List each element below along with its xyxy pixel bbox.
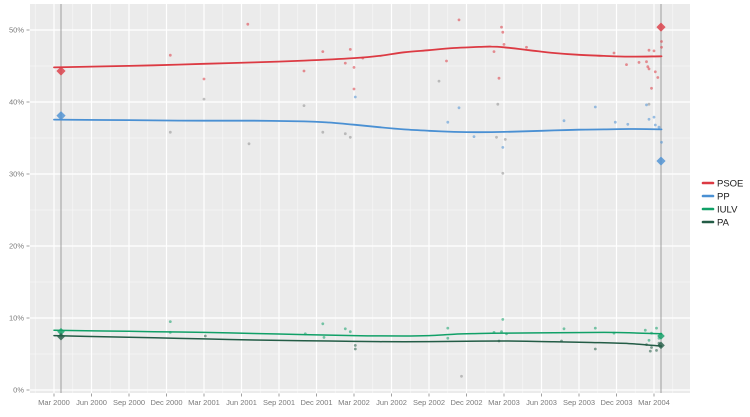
legend-item-pp: PP xyxy=(701,191,730,202)
x-tick-label: Sep 2003 xyxy=(563,398,595,407)
poll-points-pp xyxy=(353,95,663,149)
x-tick-label: Mar 2001 xyxy=(188,398,220,407)
x-tick-label: Mar 2000 xyxy=(38,398,70,407)
legend-item-psoe: PSOE xyxy=(701,178,743,189)
poll-points-other xyxy=(168,79,651,378)
y-tick-label: 20% xyxy=(9,242,24,251)
election-diamond-iulv xyxy=(657,332,665,340)
legend-label-pa: PA xyxy=(717,217,730,228)
trend-line-iulv xyxy=(53,329,663,337)
x-tick-label: Jun 2001 xyxy=(226,398,257,407)
election-diamond-iulv xyxy=(57,327,65,336)
y-tick-label: 0% xyxy=(13,386,24,395)
y-axis: 0% 10% 20% 30% 40% 50% xyxy=(9,26,30,395)
poll-points-psoe xyxy=(168,18,663,91)
plot-background xyxy=(30,4,690,393)
election-diamond-pp xyxy=(656,156,666,166)
y-tick-label: 10% xyxy=(9,314,24,323)
x-tick-label: Mar 2002 xyxy=(338,398,370,407)
y-tick-label: 50% xyxy=(9,26,24,35)
x-tick-label: Sep 2000 xyxy=(113,398,145,407)
election-result-markers xyxy=(56,22,666,350)
x-tick-label: Jun 2003 xyxy=(526,398,557,407)
trend-line-pa xyxy=(53,334,663,347)
x-tick-label: Dec 2003 xyxy=(600,398,632,407)
x-tick-label: Dec 2001 xyxy=(300,398,332,407)
x-tick-label: Dec 2002 xyxy=(450,398,482,407)
x-tick-label: Sep 2002 xyxy=(413,398,445,407)
x-tick-label: Dec 2000 xyxy=(150,398,182,407)
legend-item-pa: PA xyxy=(701,217,730,228)
legend-label-iulv: IULV xyxy=(717,204,738,215)
x-tick-label: Mar 2003 xyxy=(488,398,520,407)
election-diamond-pa xyxy=(57,332,65,341)
x-axis: Mar 2000 Jun 2000 Sep 2000 Dec 2000 Mar 2001… xyxy=(38,393,670,407)
legend-item-iulv: IULV xyxy=(701,204,738,215)
election-diamond-psoe xyxy=(56,66,66,76)
x-tick-label: Jun 2000 xyxy=(76,398,107,407)
x-tick-label: Mar 2004 xyxy=(638,398,670,407)
election-diamond-psoe xyxy=(656,22,666,32)
x-tick-label: Jun 2002 xyxy=(376,398,407,407)
legend-label-pp: PP xyxy=(717,191,730,202)
major-gridlines xyxy=(30,4,690,393)
election-diamond-pa xyxy=(657,341,665,350)
legend: PSOE PP IULV PA xyxy=(701,178,743,228)
minor-gridlines xyxy=(30,4,690,393)
y-tick-label: 30% xyxy=(9,170,24,179)
trend-line-pp xyxy=(53,118,663,134)
trend-line-psoe xyxy=(53,45,663,69)
legend-label-psoe: PSOE xyxy=(717,178,743,189)
election-diamond-pp xyxy=(56,111,66,121)
x-tick-label: Sep 2001 xyxy=(263,398,295,407)
y-tick-label: 40% xyxy=(9,98,24,107)
